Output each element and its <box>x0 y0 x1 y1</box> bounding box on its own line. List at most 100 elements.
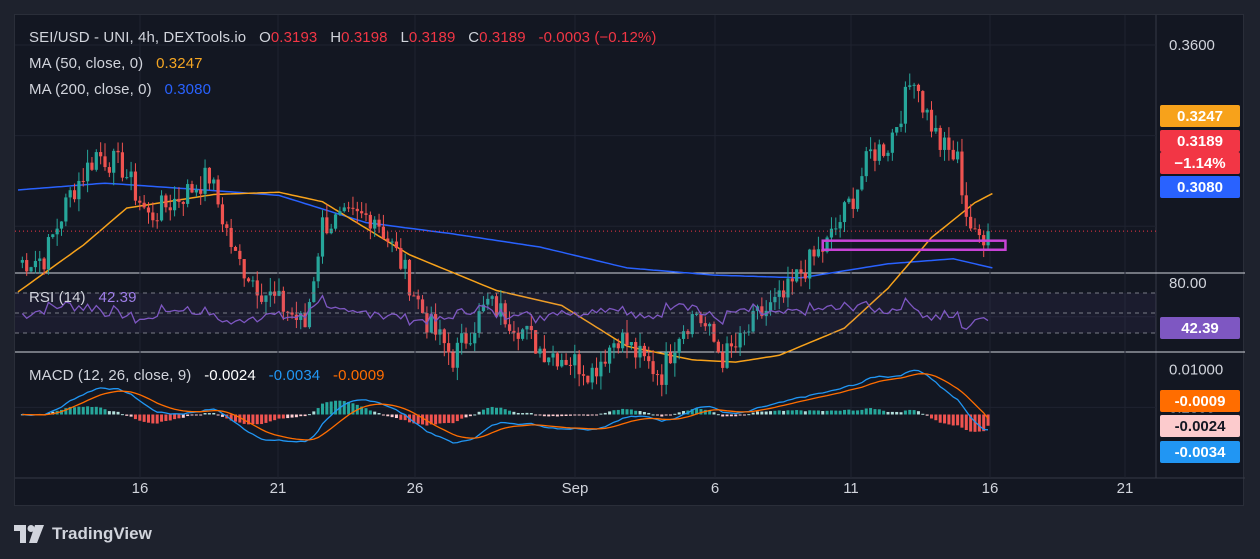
candle-body <box>307 302 312 328</box>
macd-histogram-bar <box>360 406 364 415</box>
candle-body <box>399 248 403 269</box>
macd-histogram-bar <box>977 414 981 432</box>
macd-histogram-bar <box>46 412 50 415</box>
macd-histogram-bar <box>447 414 451 423</box>
candle-body <box>568 364 573 366</box>
chart-canvas[interactable]: 0.36000.34000.280080.000.01000162126Sep6… <box>15 15 1245 507</box>
macd-histogram-bar <box>973 414 977 432</box>
ma50-value: 0.3247 <box>156 55 203 72</box>
candle-body <box>486 298 490 305</box>
chart-frame[interactable]: 0.36000.34000.280080.000.01000162126Sep6… <box>14 14 1245 507</box>
candle-body <box>882 144 886 156</box>
macd-histogram-bar <box>394 414 398 419</box>
macd-histogram-bar <box>960 414 964 428</box>
axis-labels: 0.36000.34000.280080.000.01000162126Sep6… <box>132 37 1224 497</box>
candle-body <box>364 213 368 215</box>
macd-histogram-bar <box>834 410 838 415</box>
candle-body <box>716 341 720 353</box>
candle-body <box>394 241 399 249</box>
macd-histogram-bar <box>229 414 233 421</box>
macd-histogram-bar <box>103 409 107 415</box>
grid-lines <box>15 15 1156 478</box>
macd-histogram-bar <box>812 410 816 415</box>
candle-body <box>573 354 577 366</box>
macd-histogram-bar <box>81 406 85 415</box>
macd-histogram-bar <box>829 410 833 415</box>
ma200-path <box>17 182 993 279</box>
macd-histogram-bar <box>255 414 259 425</box>
candle-body <box>351 207 355 209</box>
macd-histogram-bar <box>368 410 372 415</box>
candle-body <box>164 195 168 208</box>
candle-body <box>460 333 464 343</box>
macd-histogram-bar <box>186 414 190 417</box>
candle-body <box>190 184 194 193</box>
candle-body <box>681 331 686 339</box>
candle-body <box>834 228 838 230</box>
macd-histogram-bar <box>577 414 581 416</box>
candle-body <box>333 214 338 229</box>
candle-body <box>90 162 94 170</box>
macd-histogram-bar <box>690 409 694 415</box>
macd-axis-tick-label: 0.01000 <box>1169 362 1223 379</box>
macd-histogram-bar <box>294 414 298 418</box>
macd-histogram-bar <box>286 414 290 419</box>
candle-body <box>99 152 103 157</box>
macd-histogram-bar <box>925 414 929 416</box>
candle-body <box>616 343 620 349</box>
macd-histogram-bar <box>303 414 307 417</box>
macd-histogram-bar <box>468 414 472 417</box>
macd-histogram-bar <box>551 414 555 417</box>
macd-histogram-bar <box>821 411 825 415</box>
candle-body <box>651 361 655 375</box>
macd-histogram-bar <box>847 409 851 415</box>
candle-body <box>786 278 790 298</box>
candle-body <box>951 149 955 160</box>
candle-body <box>725 343 729 368</box>
candle-body <box>203 167 207 194</box>
tradingview-branding[interactable]: TradingView <box>14 522 152 546</box>
candle-body <box>238 250 242 260</box>
candle-body <box>777 290 781 297</box>
macd-histogram-bar <box>516 412 520 415</box>
symbol-legend: SEI/USD - UNI, 4h, DEXTools.io O0.3193 H… <box>29 29 656 46</box>
macd-histogram-bar <box>943 414 947 424</box>
candle-body <box>125 177 129 179</box>
candle-body <box>877 144 881 161</box>
macd-histogram-bar <box>421 414 425 425</box>
macd-histogram-bar <box>321 403 324 415</box>
macd-histogram-bar <box>912 410 916 415</box>
macd-histogram-bar <box>721 414 725 417</box>
candle-body <box>873 149 877 161</box>
macd-histogram-bar <box>682 411 686 415</box>
macd-histogram-bar <box>534 414 538 416</box>
macd-histogram-bar <box>490 406 494 415</box>
macd-histogram-bar <box>316 408 320 415</box>
macd-histogram-bar <box>638 411 642 415</box>
candle-body <box>747 331 751 333</box>
ma50-label: MA (50, close, 0) <box>29 55 144 72</box>
macd-histogram-bar <box>664 414 668 416</box>
macd-histogram-bar <box>495 407 498 415</box>
candle-body <box>368 214 372 229</box>
macd-histogram-bar <box>160 414 164 422</box>
macd-histogram-bar <box>351 403 355 415</box>
candle-body <box>233 246 238 251</box>
macd-histogram-bar <box>595 414 599 416</box>
macd-histogram-bar <box>251 414 255 425</box>
candle-body <box>790 278 794 282</box>
candle-body <box>760 306 764 317</box>
macd-signal-value: -0.0009 <box>333 367 385 384</box>
candle-body <box>969 216 973 229</box>
time-axis-tick-label: 6 <box>711 480 719 497</box>
candle-body <box>455 342 459 368</box>
macd-histogram-bar <box>790 410 794 415</box>
candle-body <box>660 374 664 385</box>
candle-body <box>407 259 412 296</box>
candle-body <box>886 152 890 156</box>
candle-body <box>381 226 385 239</box>
candle-body <box>664 352 668 385</box>
macd-histogram-bar <box>816 410 820 415</box>
macd-histogram-bar <box>151 414 155 424</box>
candle-body <box>107 167 111 173</box>
